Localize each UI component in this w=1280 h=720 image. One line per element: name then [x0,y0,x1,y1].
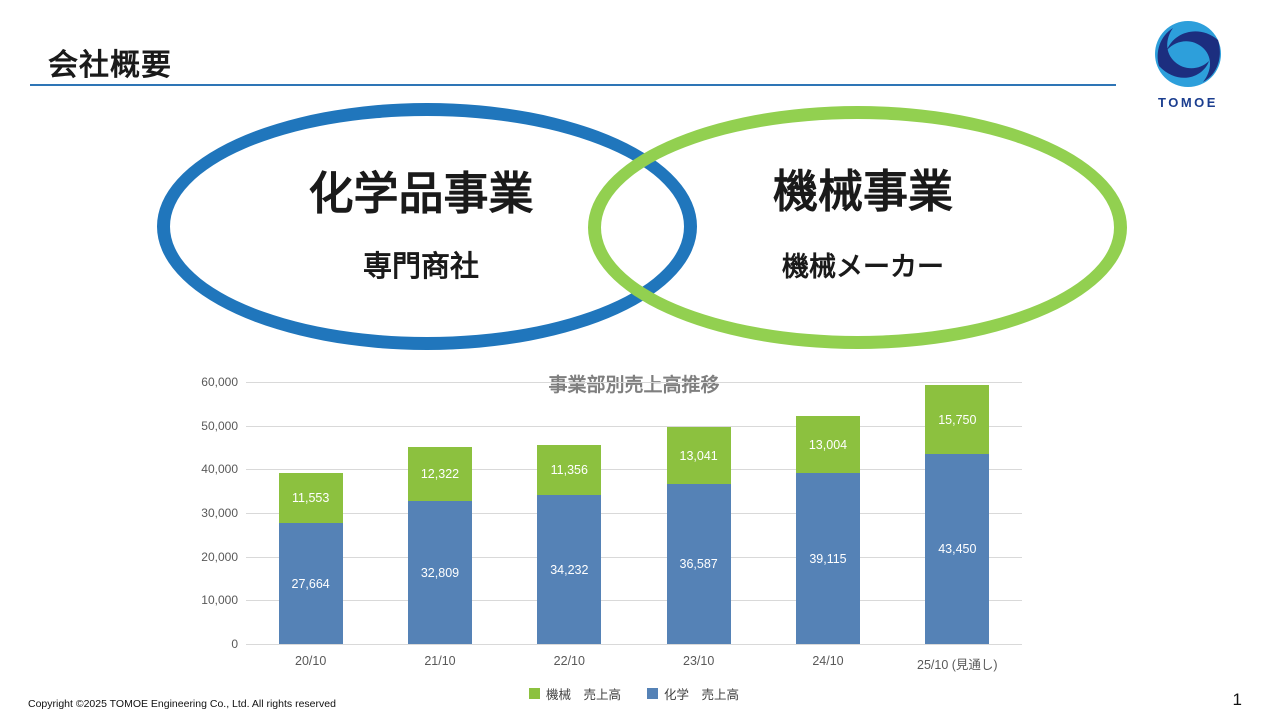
chart-gridline [246,556,1022,558]
y-axis-tick-label: 30,000 [201,506,238,520]
x-axis-category-label: 23/10 [683,654,715,668]
y-axis-tick-label: 40,000 [201,462,238,477]
chart-gridline [246,600,1022,602]
legend-item: 化学 売上高 [647,684,739,703]
company-logo: TOMOE [1146,20,1230,110]
bar: 13,041 36,587 [634,382,763,644]
machinery-business-title: 機械事業 [772,166,953,217]
title-underline [30,84,1116,86]
chart-gridline [246,644,1022,645]
logo-wordmark: TOMOE [1158,95,1218,110]
chart-gridline [246,513,1022,514]
chart-title: 事業部別売上高推移 [548,375,720,396]
bar-segment: 13,041 [666,427,731,484]
copyright-footer: Copyright ©2025 TOMOE Engineering Co., L… [28,698,336,710]
bar-value-label: 39,115 [809,551,847,566]
chart-gridline [246,469,1022,471]
bar: 11,553 27,664 [246,382,375,644]
bar: 15,750 43,450 [893,382,1022,644]
x-axis-category-label: 25/10 (見通し) [917,658,998,672]
chemical-business-title: 化学品事業 [308,168,534,219]
tomoe-logo-icon [1155,21,1221,87]
x-axis-category-label: 22/10 [553,654,585,668]
x-axis-category-label: 20/10 [295,654,327,668]
legend-item: 機械 売上高 [528,684,621,703]
y-axis-tick-label: 60,000 [201,375,238,389]
bar-segment: 15,750 [925,385,990,454]
bar-value-label: 13,004 [808,437,848,452]
bar-segment: 32,809 [407,501,472,644]
chart-gridline [246,425,1022,427]
bar-value-label: 32,809 [420,565,460,580]
bar-segment: 36,587 [666,484,731,644]
bar-value-label: 27,664 [291,576,330,591]
legend-label: 化学 売上高 [664,688,740,702]
bar-value-label: 34,232 [550,562,589,577]
bar-value-label: 15,750 [938,412,977,427]
x-axis-category-label: 21/10 [424,654,456,668]
chart-gridline [246,382,1022,383]
bar-value-label: 11,356 [550,463,588,477]
page-number: 1 [1232,690,1242,709]
bar-segment: 12,322 [407,447,472,501]
bar-value-label: 12,322 [420,467,460,481]
legend-label: 機械 売上高 [545,688,621,702]
bar-segment: 34,232 [537,495,602,644]
bar: 12,322 32,809 [375,382,504,644]
y-axis-tick-label: 20,000 [201,549,238,564]
bar-segment: 13,004 [795,416,860,473]
page-title: 会社概要 [48,49,172,82]
bar-value-label: 43,450 [938,542,977,556]
chemical-business-subtitle: 専門商社 [362,251,479,283]
sales-by-division-chart: 事業部別売上高推移 11,553 27,664 12,322 32,809 11,356… [196,366,1026,712]
bar-segment: 11,356 [537,445,602,495]
machinery-business-subtitle: 機械メーカー [782,252,944,282]
legend-swatch [528,688,540,699]
machinery-business-ellipse [588,106,1127,349]
bar-segment: 39,115 [795,473,860,644]
bar: 13,004 39,115 [763,382,892,644]
y-axis-tick-label: 10,000 [201,593,238,608]
bar-value-label: 36,587 [679,557,718,571]
bar-segment: 27,664 [278,523,343,644]
y-axis-tick-label: 0 [231,637,238,651]
legend-swatch [647,688,658,699]
bar-value-label: 11,553 [292,491,330,505]
bar-value-label: 13,041 [679,448,718,463]
chart-legend: 機械 売上高 化学 売上高 [246,684,1022,703]
x-axis-labels: 20/10 21/10 22/10 23/10 24/10 25/10 (見通し) [246,654,1022,673]
bar: 11,356 34,232 [505,382,634,644]
x-axis-category-label: 24/10 [812,654,844,668]
bar-segment: 11,553 [278,473,343,523]
chart-plot-area: 11,553 27,664 12,322 32,809 11,356 34,232 13,0… [246,382,1022,645]
y-axis-tick-label: 50,000 [201,418,238,433]
bar-segment: 43,450 [925,454,990,644]
